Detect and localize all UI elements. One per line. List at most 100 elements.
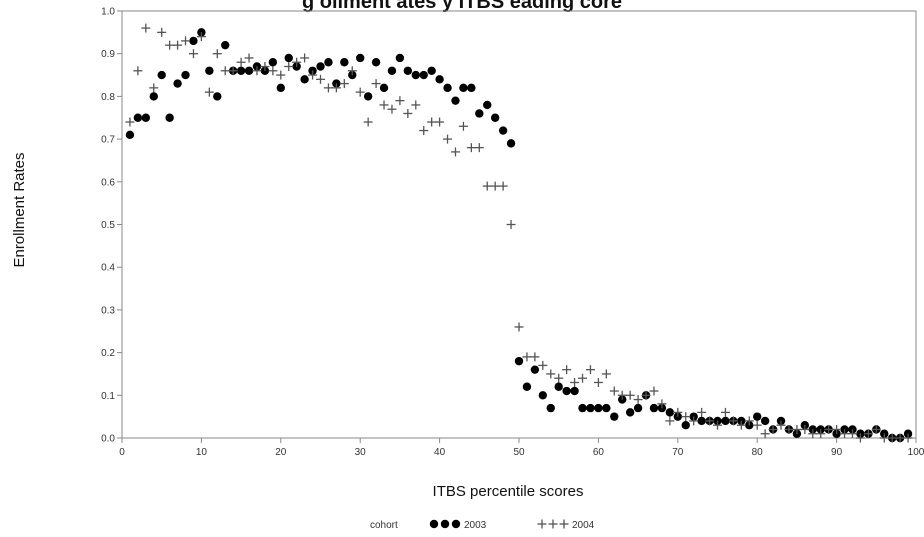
chart-title-clip: g ollment ates y ITBS eading core — [302, 0, 622, 13]
data-point-2004 — [554, 373, 564, 383]
data-point-2003 — [697, 416, 706, 426]
data-point-2004 — [403, 108, 413, 118]
data-point-2003 — [498, 126, 508, 135]
data-point-2004 — [355, 87, 365, 97]
data-point-2003 — [165, 113, 174, 122]
data-point-2003 — [419, 70, 428, 80]
data-point-2003 — [340, 58, 349, 67]
legend-entry-2003: 2003 — [429, 519, 487, 531]
legend-marker — [548, 519, 558, 529]
y-axis: 0.0 0.1 0.2 0.3 0.4 0.5 0.6 0.7 0.8 0.9 1.0 — [101, 7, 122, 445]
data-point-2004 — [260, 62, 270, 72]
data-point-2004 — [165, 40, 175, 50]
data-point-2003 — [284, 53, 293, 63]
series-2003 — [125, 28, 913, 443]
x-tick-label: 70 — [672, 447, 684, 458]
data-point-2004 — [879, 433, 889, 443]
data-point-2004 — [244, 53, 254, 63]
data-point-2003 — [721, 416, 730, 426]
data-point-2004 — [379, 100, 389, 110]
y-tick-label: 0.2 — [101, 348, 115, 359]
data-point-2003 — [451, 96, 460, 105]
data-point-2003 — [681, 420, 690, 430]
data-point-2003 — [363, 92, 373, 101]
data-point-2003 — [157, 70, 166, 80]
data-point-2004 — [347, 66, 357, 76]
data-point-2003 — [181, 70, 190, 80]
data-point-2004 — [570, 377, 580, 387]
data-point-2004 — [292, 57, 302, 67]
data-point-2003 — [562, 386, 571, 396]
data-point-2003 — [411, 70, 420, 80]
data-point-2004 — [530, 352, 540, 362]
y-tick-label: 0.9 — [101, 49, 115, 60]
legend: cohort 2003 2004 — [370, 519, 595, 531]
data-point-2003 — [189, 36, 198, 46]
x-tick-label: 20 — [275, 447, 287, 458]
data-point-2004 — [188, 49, 198, 59]
data-point-2003 — [459, 83, 468, 93]
data-point-2004 — [601, 369, 611, 379]
data-point-2004 — [760, 429, 770, 439]
legend-marker — [440, 519, 450, 529]
data-point-2003 — [403, 66, 413, 75]
data-point-2003 — [483, 100, 492, 110]
data-point-2004 — [125, 117, 135, 127]
data-point-2004 — [681, 412, 691, 422]
y-tick-label: 0.3 — [101, 305, 115, 316]
y-tick-label: 0.4 — [101, 263, 115, 274]
data-point-2003 — [356, 53, 365, 63]
data-point-2003 — [594, 403, 603, 413]
data-point-2004 — [514, 322, 524, 332]
plot-frame — [121, 10, 917, 439]
x-tick-label: 100 — [908, 447, 924, 458]
data-point-2004 — [482, 181, 492, 191]
y-tick-label: 0.0 — [101, 434, 115, 445]
y-tick-label: 1.0 — [101, 7, 115, 18]
data-point-2003 — [554, 382, 563, 391]
data-point-2004 — [617, 390, 627, 400]
data-point-2003 — [490, 113, 500, 122]
data-point-2003 — [665, 408, 675, 417]
data-point-2004 — [633, 395, 643, 405]
data-point-2004 — [371, 79, 381, 89]
data-point-2003 — [379, 83, 389, 93]
series-2004 — [125, 23, 913, 443]
data-point-2004 — [268, 66, 278, 76]
data-point-2004 — [149, 83, 159, 93]
data-point-2004 — [443, 134, 453, 144]
data-point-2004 — [141, 23, 151, 33]
data-point-2003 — [570, 386, 579, 396]
data-point-2003 — [546, 403, 555, 413]
legend-label: 2003 — [464, 520, 487, 531]
data-point-2003 — [753, 412, 762, 421]
chart-title: g ollment ates y ITBS eading core — [302, 0, 622, 13]
data-point-2004 — [641, 390, 651, 400]
data-point-2004 — [450, 147, 460, 157]
data-point-2004 — [173, 40, 183, 50]
data-point-2003 — [522, 382, 532, 391]
data-point-2004 — [419, 126, 429, 136]
data-point-2003 — [244, 66, 254, 75]
data-point-2004 — [585, 365, 595, 375]
y-tick-label: 0.7 — [101, 135, 115, 146]
data-point-2003 — [760, 416, 770, 426]
data-point-2003 — [538, 391, 548, 400]
data-point-2003 — [602, 403, 611, 413]
data-point-2004 — [792, 424, 802, 434]
x-tick-label: 0 — [119, 447, 125, 458]
data-point-2004 — [363, 117, 373, 127]
y-tick-label: 0.8 — [101, 92, 115, 103]
data-point-2004 — [546, 369, 556, 379]
x-tick-label: 10 — [196, 447, 208, 458]
data-point-2004 — [395, 96, 405, 106]
data-point-2004 — [538, 360, 548, 370]
data-point-2003 — [427, 66, 436, 75]
series-layer — [125, 23, 913, 443]
data-point-2004 — [752, 420, 762, 430]
x-tick-label: 50 — [513, 447, 525, 458]
data-point-2004 — [840, 429, 850, 439]
data-point-2004 — [689, 416, 699, 426]
data-point-2003 — [133, 113, 143, 122]
data-point-2003 — [316, 62, 325, 71]
